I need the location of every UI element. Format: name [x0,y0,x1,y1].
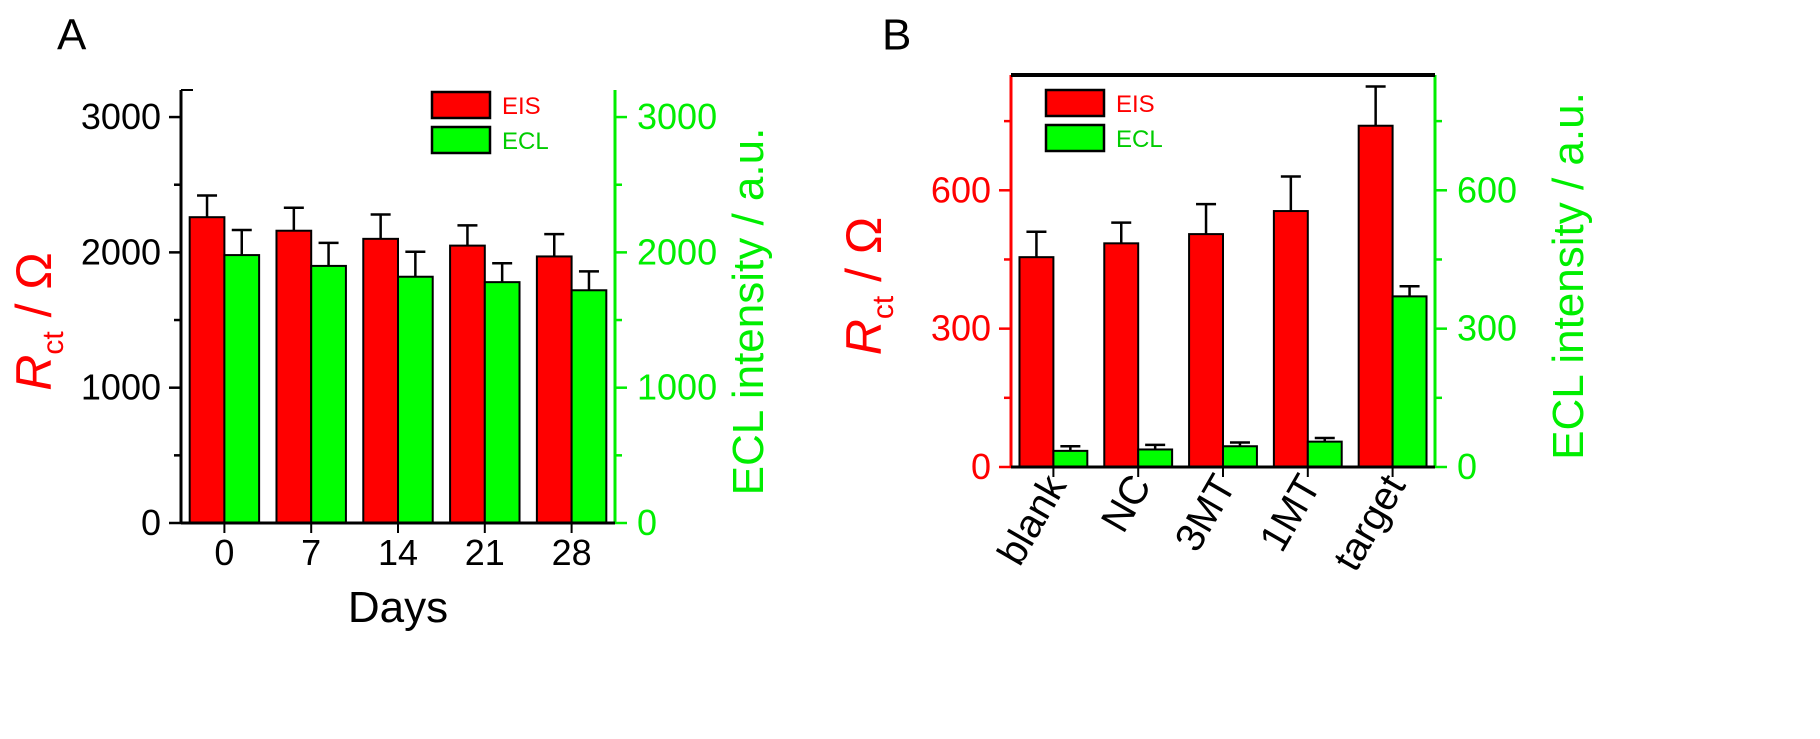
bar-eis-7 [275,229,313,524]
y-tick-label-left-0: 0 [141,502,161,543]
x-tick-label-NC: NC [1093,468,1160,540]
x-tick-label-7: 7 [301,532,321,573]
bar-ecl-NC [1137,448,1174,468]
legend-swatch-ecl [430,125,492,155]
bar-ecl-1MT [1306,440,1343,468]
panel-a: A 0 7 14 21 28 0 1000 2000 3000 0 1000 2000 3000 Rct /… [6,11,773,632]
y-tick-label-right-2000: 2000 [637,231,717,272]
panel-letter: B [882,11,911,60]
y-tick-label-left-3000: 3000 [81,96,161,137]
bar-ecl-7 [310,264,347,524]
bar-ecl-0 [223,254,261,525]
bar-ecl-blank [1052,449,1089,469]
bar-ecl-target [1391,295,1428,469]
bar-eis-target [1357,124,1394,469]
x-tick-label-0: 0 [214,532,234,573]
bar-ecl-3MT [1222,445,1258,469]
legend-swatch-eis [1044,88,1106,118]
x-tick-label-blank: blank [989,467,1075,573]
legend-label-eis: EIS [502,93,541,120]
bar-eis-14 [362,237,399,524]
y-tick-label-left-0: 0 [971,446,991,487]
legend-label-ecl: ECL [502,128,549,155]
y-axis-label-left: Rct / Ω [6,252,70,391]
legend-swatch-ecl [1044,123,1106,153]
y-tick-label-right-0: 0 [1457,446,1477,487]
x-axis-label: Days [348,583,448,632]
bar-eis-NC [1103,242,1140,468]
bar-eis-blank [1018,256,1055,468]
y-axis-label-subscript: ct [867,295,900,319]
y-tick-label-right-3000: 3000 [637,96,717,137]
legend-swatch-eis [430,90,492,120]
bar-eis-21 [449,244,486,524]
y-axis-label-right: ECL intensity / a.u. [724,128,773,496]
legend-label-eis: EIS [1116,91,1155,118]
x-tick-label-3MT: 3MT [1167,468,1245,559]
y-tick-label-left-2000: 2000 [81,231,161,272]
y-axis-label-symbol: R [836,319,892,355]
x-tick-label-28: 28 [552,532,592,573]
legend-label-ecl: ECL [1116,126,1163,153]
bar-eis-28 [535,255,573,524]
bar-ecl-28 [570,289,608,525]
y-tick-label-right-1000: 1000 [637,367,717,408]
bar-eis-3MT [1188,233,1224,468]
y-axis-label-unit: / Ω [836,217,892,296]
y-axis-label-left: Rct / Ω [836,217,900,356]
y-axis-label-subscript: ct [37,331,70,355]
y-tick-label-left-1000: 1000 [81,367,161,408]
bar-ecl-21 [483,281,521,524]
bar-ecl-14 [397,275,434,525]
x-tick-label-1MT: 1MT [1251,468,1329,559]
y-tick-label-right-600: 600 [1457,169,1517,210]
y-axis-label-unit: / Ω [6,252,62,331]
x-tick-label-21: 21 [465,532,505,573]
x-tick-label-14: 14 [378,532,418,573]
x-tick-label-target: target [1325,468,1414,579]
bar-eis-1MT [1272,210,1309,468]
y-tick-label-right-0: 0 [637,502,657,543]
y-axis-label-symbol: R [6,355,62,391]
y-tick-label-left-300: 300 [931,308,991,349]
y-tick-label-right-300: 300 [1457,308,1517,349]
y-tick-label-left-600: 600 [931,169,991,210]
bar-eis-0 [188,216,226,524]
panel-letter: A [57,11,87,60]
y-axis-label-right: ECL intensity / a.u. [1544,92,1593,460]
